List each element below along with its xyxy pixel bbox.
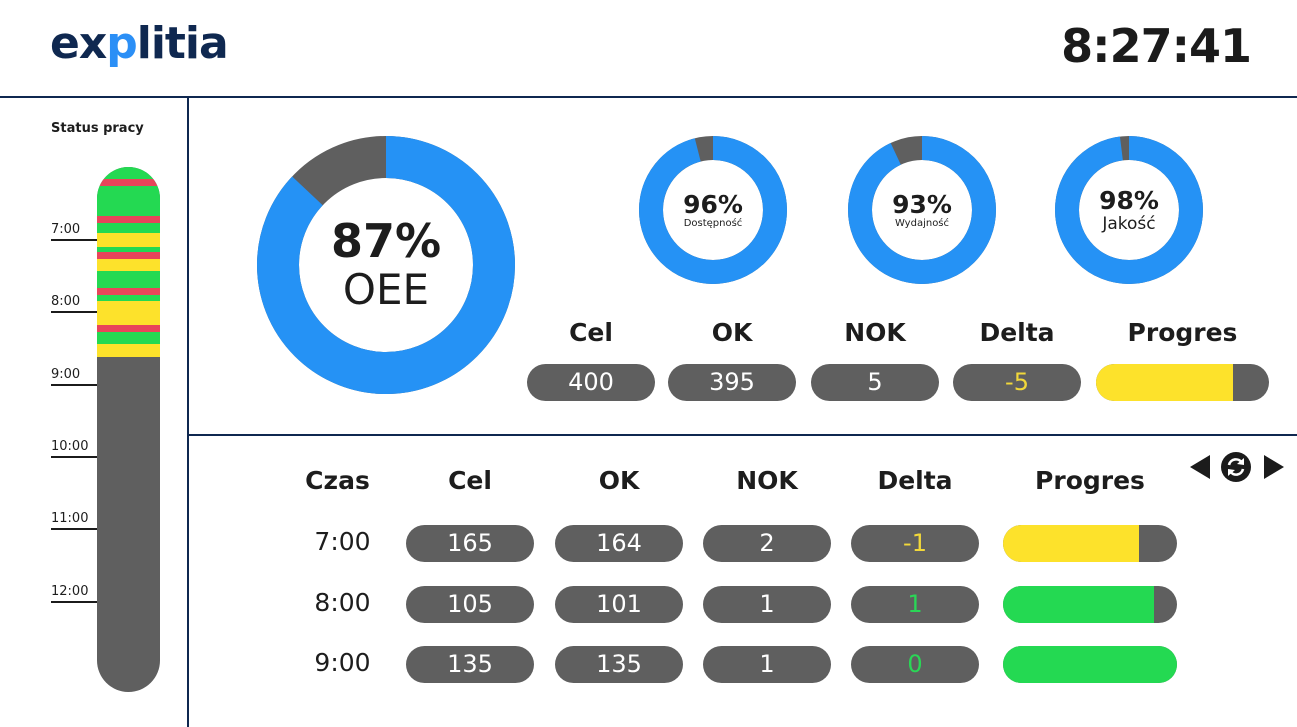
tick-label: 8:00	[51, 294, 81, 309]
summary-nok: 5	[811, 364, 939, 401]
row-progress-bar	[1003, 525, 1177, 562]
tick-line	[51, 601, 97, 603]
tick-line	[51, 528, 97, 530]
timeline-segment-red	[97, 252, 160, 259]
row-nok: 2	[703, 525, 831, 562]
performance-donut: 93% Wydajność	[846, 134, 998, 286]
row-delta: 1	[851, 586, 979, 623]
status-timeline	[97, 167, 160, 692]
hourly-header-nok: NOK	[736, 466, 798, 495]
progress-fill	[1003, 586, 1155, 623]
timeline-segment-red	[97, 216, 160, 223]
row-progress-bar	[1003, 586, 1177, 623]
row-target: 135	[406, 646, 534, 683]
timeline-segment-yellow	[97, 301, 160, 325]
timeline-segment-yellow	[97, 259, 160, 271]
oee-donut: 87% OEE	[257, 136, 515, 394]
oee-value: 87%	[330, 214, 442, 268]
quality-value: 98%	[1099, 185, 1159, 215]
row-time: 9:00	[314, 648, 371, 677]
summary-delta: -5	[953, 364, 1081, 401]
summary-target: 400	[527, 364, 655, 401]
tick-label: 12:00	[51, 584, 89, 599]
timeline-segment-red	[97, 288, 160, 295]
oee-label: OEE	[342, 265, 430, 314]
row-target: 165	[406, 525, 534, 562]
hourly-header-progress: Progres	[1035, 466, 1145, 495]
progress-fill	[1003, 525, 1139, 562]
header-divider	[0, 96, 1297, 98]
tick-line	[51, 239, 97, 241]
progress-fill	[1096, 364, 1233, 401]
timeline-segment-yellow	[97, 344, 160, 357]
brand-logo: explitia	[50, 18, 229, 69]
availability-value: 96%	[683, 189, 743, 219]
sidebar-divider	[187, 97, 189, 727]
row-ok: 135	[555, 646, 683, 683]
status-title: Status pracy	[51, 121, 144, 136]
donut-arc	[639, 136, 787, 284]
summary-header-progress: Progres	[1127, 318, 1238, 347]
performance-value: 93%	[892, 189, 952, 219]
clock: 8:27:41	[1061, 19, 1252, 73]
hourly-header-delta: Delta	[877, 466, 953, 495]
tick-label: 7:00	[51, 222, 81, 237]
availability-donut: 96% Dostępność	[637, 134, 789, 286]
quality-label: Jakość	[1102, 213, 1156, 234]
progress-fill	[1003, 646, 1177, 683]
refresh-icon	[1221, 452, 1251, 482]
hourly-header-target: Cel	[448, 466, 492, 495]
next-button[interactable]	[1262, 453, 1286, 481]
timeline-segment-yellow	[97, 233, 160, 247]
availability-label: Dostępność	[683, 217, 743, 229]
donut-arc	[848, 136, 996, 284]
timeline-segment-red	[97, 325, 160, 332]
triangle-left-icon	[1190, 455, 1210, 479]
donut-arc	[257, 136, 515, 394]
triangle-right-icon	[1264, 455, 1284, 479]
tick-line	[51, 311, 97, 313]
refresh-button[interactable]	[1220, 451, 1252, 483]
row-progress-bar	[1003, 646, 1177, 683]
hourly-header-ok: OK	[598, 466, 640, 495]
summary-header-nok: NOK	[844, 318, 906, 347]
summary-ok: 395	[668, 364, 796, 401]
section-divider	[188, 434, 1297, 436]
row-target: 105	[406, 586, 534, 623]
quality-donut: 98% Jakość	[1053, 134, 1205, 286]
tick-label: 10:00	[51, 439, 89, 454]
performance-label: Wydajność	[894, 217, 950, 229]
tick-line	[51, 384, 97, 386]
row-time: 8:00	[314, 588, 371, 617]
row-delta: 0	[851, 646, 979, 683]
summary-progress-bar	[1096, 364, 1269, 401]
row-delta: -1	[851, 525, 979, 562]
timeline-segment-red	[97, 179, 160, 186]
row-nok: 1	[703, 586, 831, 623]
row-time: 7:00	[314, 527, 371, 556]
row-ok: 101	[555, 586, 683, 623]
donut-arc	[1055, 136, 1203, 284]
summary-header-delta: Delta	[979, 318, 1055, 347]
tick-label: 11:00	[51, 511, 89, 526]
summary-header-target: Cel	[569, 318, 613, 347]
summary-header-ok: OK	[711, 318, 753, 347]
row-nok: 1	[703, 646, 831, 683]
prev-button[interactable]	[1188, 453, 1212, 481]
row-ok: 164	[555, 525, 683, 562]
tick-label: 9:00	[51, 367, 81, 382]
tick-line	[51, 456, 97, 458]
hourly-header-time: Czas	[305, 466, 370, 495]
